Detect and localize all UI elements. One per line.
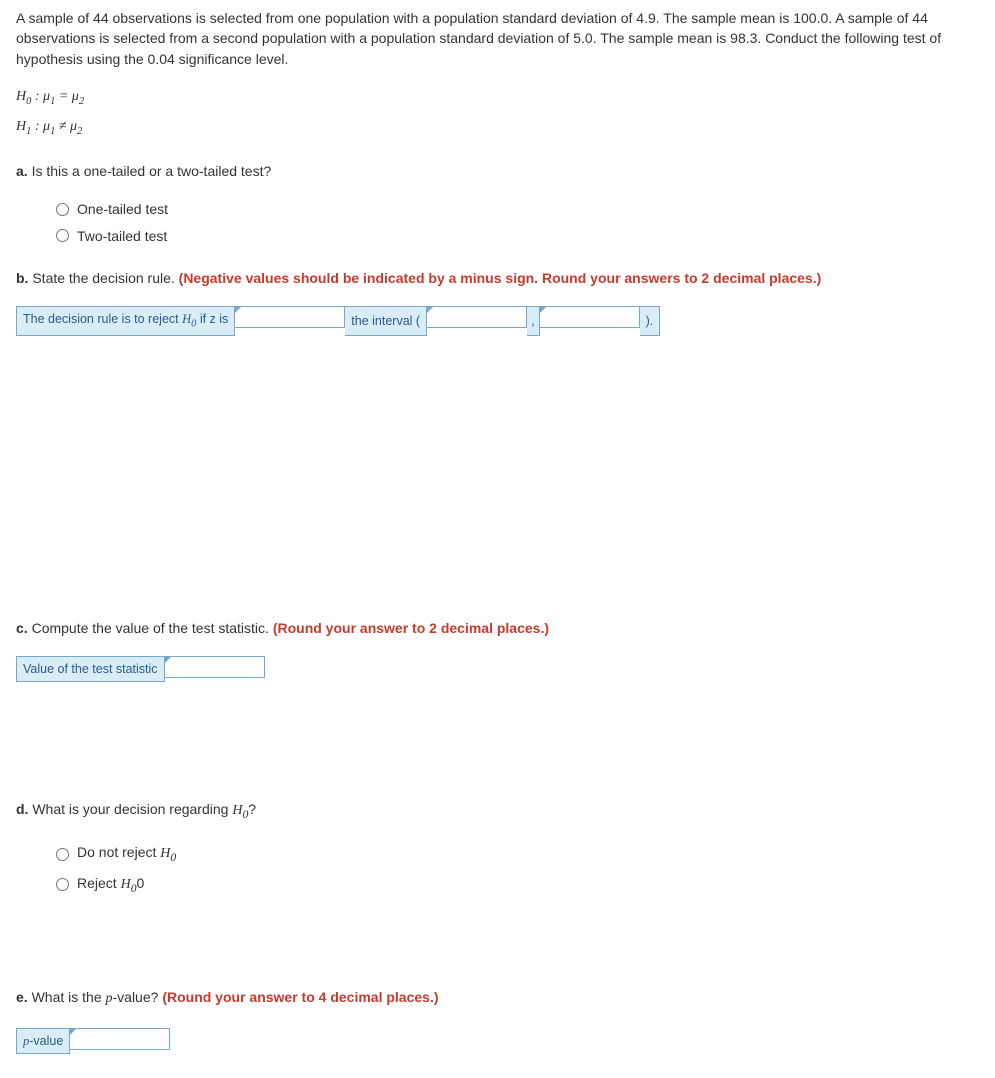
one-tailed-option[interactable]: One-tailed test xyxy=(56,199,979,219)
part-d-text-pre: What is your decision regarding xyxy=(28,801,232,817)
decision-rule-upper-input[interactable] xyxy=(540,306,640,328)
part-d-prompt: d. What is your decision regarding H0? xyxy=(16,799,979,824)
part-a-prompt: a. Is this a one-tailed or a two-tailed … xyxy=(16,161,979,181)
h0-symbol: H xyxy=(16,89,26,104)
part-e-text-pre: What is the xyxy=(28,989,106,1005)
decision-rule-input-1[interactable] xyxy=(235,306,345,328)
part-b-prompt: b. State the decision rule. (Negative va… xyxy=(16,268,979,288)
test-stat-input[interactable] xyxy=(165,656,265,678)
part-e-text-post: -value? xyxy=(113,989,163,1005)
decision-rule-interval-label: the interval ( xyxy=(345,306,427,336)
b-cell1-h: H xyxy=(182,312,191,326)
two-tailed-radio[interactable] xyxy=(56,229,69,242)
two-tailed-label: Two-tailed test xyxy=(77,226,167,246)
decision-rule-close: ). xyxy=(640,306,661,336)
do-not-reject-radio[interactable] xyxy=(56,848,69,861)
reject-radio[interactable] xyxy=(56,878,69,891)
h1-symbol: H xyxy=(16,119,26,134)
reject-option[interactable]: Reject H00 xyxy=(56,873,979,898)
part-c-label: c. xyxy=(16,620,28,636)
part-a-label: a. xyxy=(16,163,28,179)
p-value-input[interactable] xyxy=(70,1028,170,1050)
do-not-reject-option[interactable]: Do not reject H0 xyxy=(56,842,979,867)
h0-mu2-sub: 2 xyxy=(79,96,84,107)
part-c-text: Compute the value of the test statistic. xyxy=(28,620,273,636)
one-tailed-label: One-tailed test xyxy=(77,199,168,219)
d-opt1-pre: Do not reject xyxy=(77,844,160,860)
decision-rule-lower-input[interactable] xyxy=(427,306,527,328)
part-b-text: State the decision rule. xyxy=(28,270,178,286)
part-c-prompt: c. Compute the value of the test statist… xyxy=(16,618,979,638)
part-a-text: Is this a one-tailed or a two-tailed tes… xyxy=(28,163,272,179)
part-e-prompt: e. What is the p-value? (Round your answ… xyxy=(16,987,979,1009)
h0-colon: : xyxy=(31,89,43,104)
d-opt2-post: 0 xyxy=(137,875,145,891)
p-value-label: p-value xyxy=(16,1028,70,1054)
b-cell1-post: if z is xyxy=(196,312,228,326)
b-cell1-pre: The decision rule is to reject xyxy=(23,312,182,326)
part-e-answer-row: p-value xyxy=(16,1028,170,1054)
part-d-text-post: ? xyxy=(248,801,256,817)
h0-mu2: μ xyxy=(72,89,79,104)
e-cell-post: -value xyxy=(29,1034,63,1048)
h1-mu2-sub: 2 xyxy=(77,126,82,137)
part-b-hint: (Negative values should be indicated by … xyxy=(179,270,822,286)
alt-hypothesis: H1 : μ1 ≠ μ2 xyxy=(16,117,979,139)
d-opt2-h: H xyxy=(121,877,131,892)
null-hypothesis: H0 : μ1 = μ2 xyxy=(16,87,979,109)
part-e-p: p xyxy=(106,991,113,1006)
two-tailed-option[interactable]: Two-tailed test xyxy=(56,226,979,246)
d-opt2-pre: Reject xyxy=(77,875,121,891)
d-opt1-hsub: 0 xyxy=(170,851,176,864)
part-d-label: d. xyxy=(16,801,28,817)
decision-rule-comma: , xyxy=(527,306,539,336)
part-b-answer-row: The decision rule is to reject H0 if z i… xyxy=(16,306,660,336)
do-not-reject-label: Do not reject H0 xyxy=(77,842,176,867)
one-tailed-radio[interactable] xyxy=(56,203,69,216)
part-b-label: b. xyxy=(16,270,28,286)
reject-label: Reject H00 xyxy=(77,873,144,898)
part-c-answer-row: Value of the test statistic xyxy=(16,656,265,682)
problem-statement: A sample of 44 observations is selected … xyxy=(16,8,979,69)
part-e-label: e. xyxy=(16,989,28,1005)
part-c-hint: (Round your answer to 2 decimal places.) xyxy=(273,620,549,636)
decision-rule-label: The decision rule is to reject H0 if z i… xyxy=(16,306,235,336)
h1-colon: : xyxy=(31,119,43,134)
h1-neq: ≠ xyxy=(55,119,70,134)
d-opt1-h: H xyxy=(160,846,170,861)
part-d-h: H xyxy=(232,803,242,818)
part-e-hint: (Round your answer to 4 decimal places.) xyxy=(162,989,438,1005)
h0-eq: = xyxy=(55,89,71,104)
h1-mu2: μ xyxy=(70,119,77,134)
test-stat-label: Value of the test statistic xyxy=(16,656,165,682)
